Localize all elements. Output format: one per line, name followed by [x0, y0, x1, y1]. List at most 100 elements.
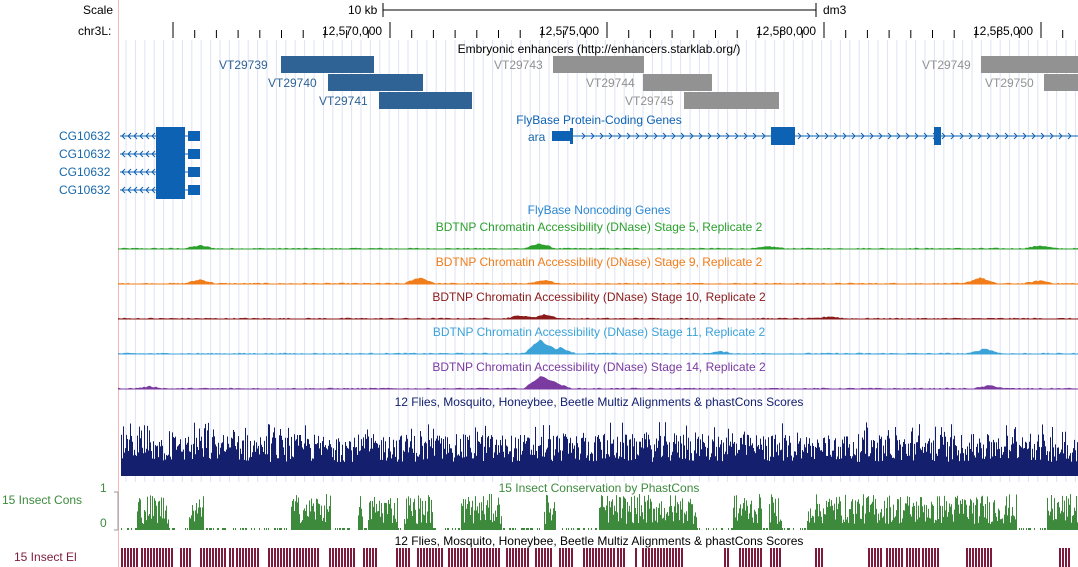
- conserved-element-block: [675, 548, 677, 567]
- dnase-stage11-title[interactable]: BDTNP Chromatin Accessibility (DNase) St…: [432, 325, 766, 339]
- dnase-signal: [118, 376, 1078, 389]
- elements-track-title[interactable]: 12 Flies, Mosquito, Honeybee, Beetle Mul…: [394, 534, 804, 548]
- conserved-element-block: [984, 548, 986, 567]
- conserved-element-block: [332, 548, 334, 567]
- conserved-element-block: [483, 548, 485, 567]
- phastcons-side-label[interactable]: 15 Insect Cons: [2, 493, 83, 507]
- conserved-element-block: [305, 548, 307, 567]
- conserved-element-block: [369, 548, 371, 567]
- conserved-element-block: [277, 548, 279, 567]
- phastcons-track-title[interactable]: 15 Insect Conservation by PhastCons: [498, 481, 700, 495]
- gene-label-ara[interactable]: ara: [528, 130, 546, 144]
- dnase-track-stage-9: [118, 277, 1078, 285]
- exon: [552, 131, 570, 141]
- enhancer-label-vt29739[interactable]: VT29739: [219, 58, 268, 72]
- enhancer-box-vt29745: [684, 92, 779, 109]
- conserved-element-block: [486, 548, 488, 567]
- conserved-element-block: [248, 548, 250, 567]
- strand-arrow: [151, 150, 156, 158]
- dnase-stage10-title[interactable]: BDTNP Chromatin Accessibility (DNase) St…: [432, 290, 766, 304]
- strand-arrow: [133, 150, 138, 158]
- scale-length: 10 kb: [348, 3, 378, 17]
- conserved-element-block: [271, 548, 273, 567]
- dnase-stage5-title[interactable]: BDTNP Chromatin Accessibility (DNase) St…: [435, 220, 763, 234]
- strand-arrow: [878, 132, 883, 140]
- strand-arrow: [761, 132, 766, 140]
- noncoding-track-title[interactable]: FlyBase Noncoding Genes: [527, 203, 671, 217]
- conserved-element-block: [121, 548, 123, 567]
- phastcons-ymin: 0: [100, 516, 107, 530]
- gene-track-title[interactable]: FlyBase Protein-Coding Genes: [516, 113, 682, 127]
- enhancer-label-vt29744[interactable]: VT29744: [586, 76, 635, 90]
- strand-arrow: [653, 132, 658, 140]
- conserved-element-block: [159, 548, 161, 567]
- enhancer-label-vt29743[interactable]: VT29743: [494, 58, 543, 72]
- conserved-element-block: [144, 548, 146, 567]
- strand-arrow: [680, 132, 685, 140]
- gene-model-ara: [552, 127, 1078, 145]
- conserved-element-block: [232, 548, 234, 567]
- phastcons-ymax: 1: [100, 481, 107, 495]
- strand-arrow: [806, 132, 811, 140]
- conserved-element-block: [341, 548, 343, 567]
- conserved-element-block: [150, 548, 152, 567]
- gene-label-cg10632[interactable]: CG10632: [59, 165, 111, 179]
- conserved-element-block: [550, 548, 552, 567]
- conserved-element-block: [350, 548, 352, 567]
- conserved-element-block: [251, 548, 253, 567]
- conserved-element-block: [981, 548, 983, 567]
- conserved-element-block: [912, 548, 914, 567]
- conserved-element-block: [589, 548, 591, 567]
- strand-arrow: [941, 132, 946, 140]
- enhancer-label-vt29750[interactable]: VT29750: [985, 76, 1034, 90]
- enhancer-track-title[interactable]: Embryonic enhancers (http://enhancers.st…: [457, 42, 741, 56]
- conserved-element-block: [495, 548, 497, 567]
- conserved-element-block: [454, 548, 456, 567]
- conserved-element-block: [672, 548, 674, 567]
- conserved-element-block: [218, 548, 220, 567]
- strand-arrow: [689, 132, 694, 140]
- dnase-stage9-title[interactable]: BDTNP Chromatin Accessibility (DNase) St…: [435, 255, 763, 269]
- conserved-element-block: [727, 548, 729, 567]
- conserved-element-block: [124, 548, 126, 567]
- conserved-element-block: [742, 548, 744, 567]
- strand-arrow: [923, 132, 928, 140]
- conserved-element-block: [617, 548, 619, 567]
- gene-label-cg10632[interactable]: CG10632: [59, 183, 111, 197]
- conserved-element-block: [868, 548, 870, 567]
- elements-side-label[interactable]: 15 Insect El: [14, 550, 77, 564]
- dnase-stage14-title[interactable]: BDTNP Chromatin Accessibility (DNase) St…: [432, 360, 766, 374]
- conserved-element-block: [156, 548, 158, 567]
- enhancer-label-vt29745[interactable]: VT29745: [625, 94, 674, 108]
- strand-arrow: [1058, 132, 1063, 140]
- conserved-element-block: [308, 548, 310, 567]
- enhancer-label-vt29749[interactable]: VT29749: [922, 58, 971, 72]
- exon: [156, 181, 185, 199]
- strand-arrow: [995, 132, 1000, 140]
- conserved-element-block: [168, 548, 170, 567]
- conserved-element-block: [521, 548, 523, 567]
- gene-label-cg10632[interactable]: CG10632: [59, 147, 111, 161]
- strand-arrow: [145, 168, 150, 176]
- conserved-element-block: [474, 548, 476, 567]
- multiz-track-title[interactable]: 12 Flies, Mosquito, Honeybee, Beetle Mul…: [394, 395, 804, 409]
- enhancer-label-vt29741[interactable]: VT29741: [319, 94, 368, 108]
- gene-label-cg10632[interactable]: CG10632: [59, 129, 111, 143]
- gene-model-cg10632: [120, 163, 200, 181]
- conserved-element-block: [432, 548, 434, 567]
- conserved-element-block: [754, 548, 756, 567]
- strand-arrow: [121, 168, 126, 176]
- dnase-signal: [118, 277, 1078, 284]
- conserved-element-block: [257, 548, 259, 567]
- conserved-element-block: [1065, 548, 1067, 567]
- conserved-element-block: [592, 548, 594, 567]
- conserved-element-block: [660, 548, 662, 567]
- conserved-element-block: [972, 548, 974, 567]
- conserved-element-block: [335, 548, 337, 567]
- strand-arrow: [635, 132, 640, 140]
- conserved-element-block: [229, 548, 231, 567]
- conserved-element-block: [654, 548, 656, 567]
- enhancer-label-vt29740[interactable]: VT29740: [268, 76, 317, 90]
